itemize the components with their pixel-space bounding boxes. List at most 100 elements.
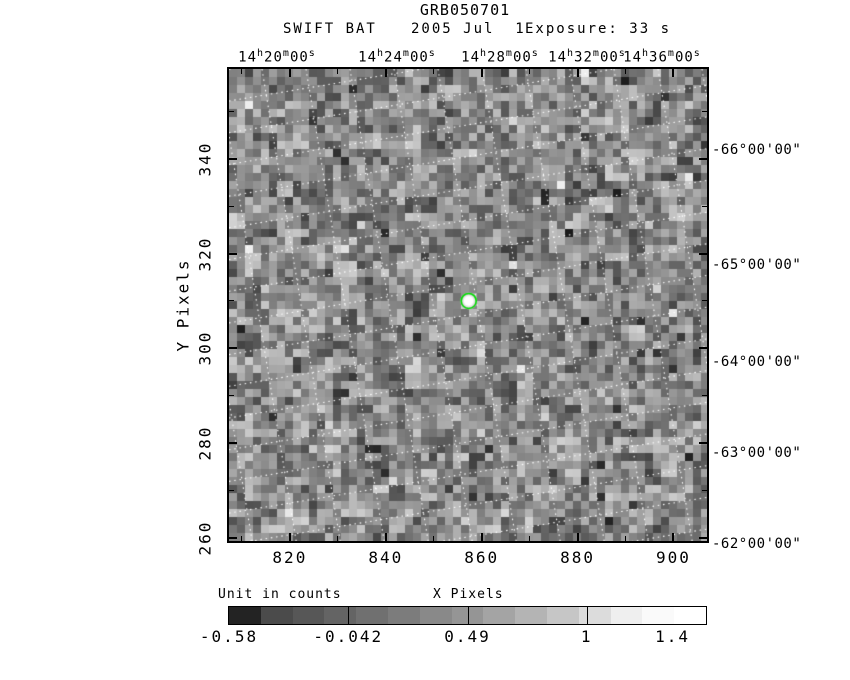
axis-tick — [699, 252, 707, 255]
ra-unit-suffix: h — [642, 48, 650, 59]
colorbar — [228, 606, 707, 625]
ra-unit-suffix: s — [618, 48, 626, 59]
colorbar-segment — [483, 607, 516, 624]
axis-tick — [337, 69, 339, 74]
axis-tick — [702, 489, 707, 491]
axis-tick — [699, 536, 707, 539]
dec-tick-label: -64°00'00" — [712, 354, 802, 370]
axis-tick — [229, 347, 237, 350]
axis-tick — [702, 300, 707, 302]
axis-tick — [624, 69, 626, 74]
ra-tick-label: 14h32m00s — [548, 48, 626, 66]
axis-tick — [480, 533, 483, 541]
ra-unit-suffix: h — [257, 48, 265, 59]
ra-unit-suffix: h — [377, 48, 385, 59]
y-tick-label: 340 — [195, 141, 215, 177]
colorbar-segment — [578, 607, 611, 624]
ra-tick-label: 14h20m00s — [238, 48, 316, 66]
ra-unit-suffix: h — [567, 48, 575, 59]
plot-frame — [227, 67, 709, 543]
axis-tick — [529, 69, 531, 74]
y-axis-label: Y Pixels — [173, 258, 193, 352]
ra-unit-suffix: s — [693, 48, 701, 59]
colorbar-segment — [387, 607, 420, 624]
colorbar-segment — [324, 607, 357, 624]
x-tick-label: 900 — [655, 548, 691, 567]
ra-unit-suffix: s — [428, 48, 436, 59]
colorbar-segment — [419, 607, 452, 624]
axis-tick — [624, 536, 626, 541]
colorbar-segment — [546, 607, 579, 624]
sky-image-canvas — [229, 69, 707, 541]
colorbar-segment — [260, 607, 293, 624]
colorbar-tick-label: -0.042 — [313, 627, 384, 646]
axis-tick — [229, 252, 237, 255]
colorbar-segment — [610, 607, 643, 624]
axis-tick — [529, 536, 531, 541]
colorbar-segment — [674, 607, 706, 624]
axis-tick — [241, 69, 243, 74]
colorbar-segment — [356, 607, 388, 624]
axis-tick — [384, 69, 387, 77]
colorbar-tick-label: 0.49 — [444, 627, 491, 646]
ra-unit-suffix: m — [282, 48, 290, 59]
x-tick-label: 860 — [464, 548, 500, 567]
ra-unit-suffix: m — [402, 48, 410, 59]
ra-unit-suffix: h — [480, 48, 488, 59]
axis-tick — [576, 533, 579, 541]
dec-tick-label: -63°00'00" — [712, 445, 802, 461]
axis-tick — [288, 533, 291, 541]
colorbar-segment — [451, 607, 484, 624]
axis-tick — [229, 205, 234, 207]
colorbar-segment — [229, 607, 261, 624]
colorbar-segment — [292, 607, 325, 624]
axis-tick — [699, 442, 707, 444]
x-tick-label: 880 — [560, 548, 595, 567]
y-tick-label: 260 — [195, 520, 215, 556]
exposure-label: Exposure: 33 s — [525, 21, 672, 37]
ra-unit-suffix: m — [592, 48, 600, 59]
colorbar-tick-label: 1 — [580, 627, 593, 646]
colorbar-tick-line — [467, 607, 469, 624]
axis-tick — [229, 489, 234, 491]
axis-tick — [229, 111, 234, 113]
ra-unit-suffix: s — [531, 48, 539, 59]
ra-tick-label: 14h36m00s — [623, 48, 701, 66]
ra-tick-label: 14h28m00s — [461, 48, 539, 66]
colorbar-segment — [515, 607, 547, 624]
axis-tick — [384, 533, 387, 541]
axis-tick — [229, 395, 234, 397]
colorbar-tick-label: 1.4 — [655, 627, 691, 646]
y-tick-label: 320 — [195, 236, 215, 272]
ra-tick-label: 14h24m00s — [358, 48, 436, 66]
x-tick-label: 820 — [272, 548, 308, 567]
x-tick-label: 840 — [368, 548, 404, 567]
axis-tick — [672, 533, 675, 541]
axis-tick — [288, 69, 291, 77]
page-title: GRB050701 — [419, 1, 511, 19]
colorbar-tick-line — [586, 607, 588, 624]
dec-tick-label: -62°00'00" — [712, 536, 802, 552]
axis-tick — [229, 442, 237, 444]
axis-tick — [702, 205, 707, 207]
y-tick-label: 300 — [195, 330, 215, 366]
axis-tick — [241, 536, 243, 541]
ra-unit-suffix: m — [667, 48, 675, 59]
axis-tick — [699, 347, 707, 350]
colorbar-segment — [642, 607, 675, 624]
ra-unit-suffix: s — [308, 48, 316, 59]
axis-tick — [433, 536, 435, 541]
observation-date: 2005 Jul 1 — [411, 21, 526, 37]
axis-tick — [433, 69, 435, 74]
axis-tick — [576, 69, 579, 77]
axis-tick — [480, 69, 483, 77]
axis-tick — [672, 69, 675, 77]
axis-tick — [702, 111, 707, 113]
axis-tick — [229, 300, 234, 302]
ra-unit-suffix: m — [505, 48, 513, 59]
colorbar-tick-line — [348, 607, 350, 624]
axis-tick — [337, 536, 339, 541]
axis-tick — [229, 157, 237, 160]
colorbar-tick-label: -0.58 — [199, 627, 259, 646]
